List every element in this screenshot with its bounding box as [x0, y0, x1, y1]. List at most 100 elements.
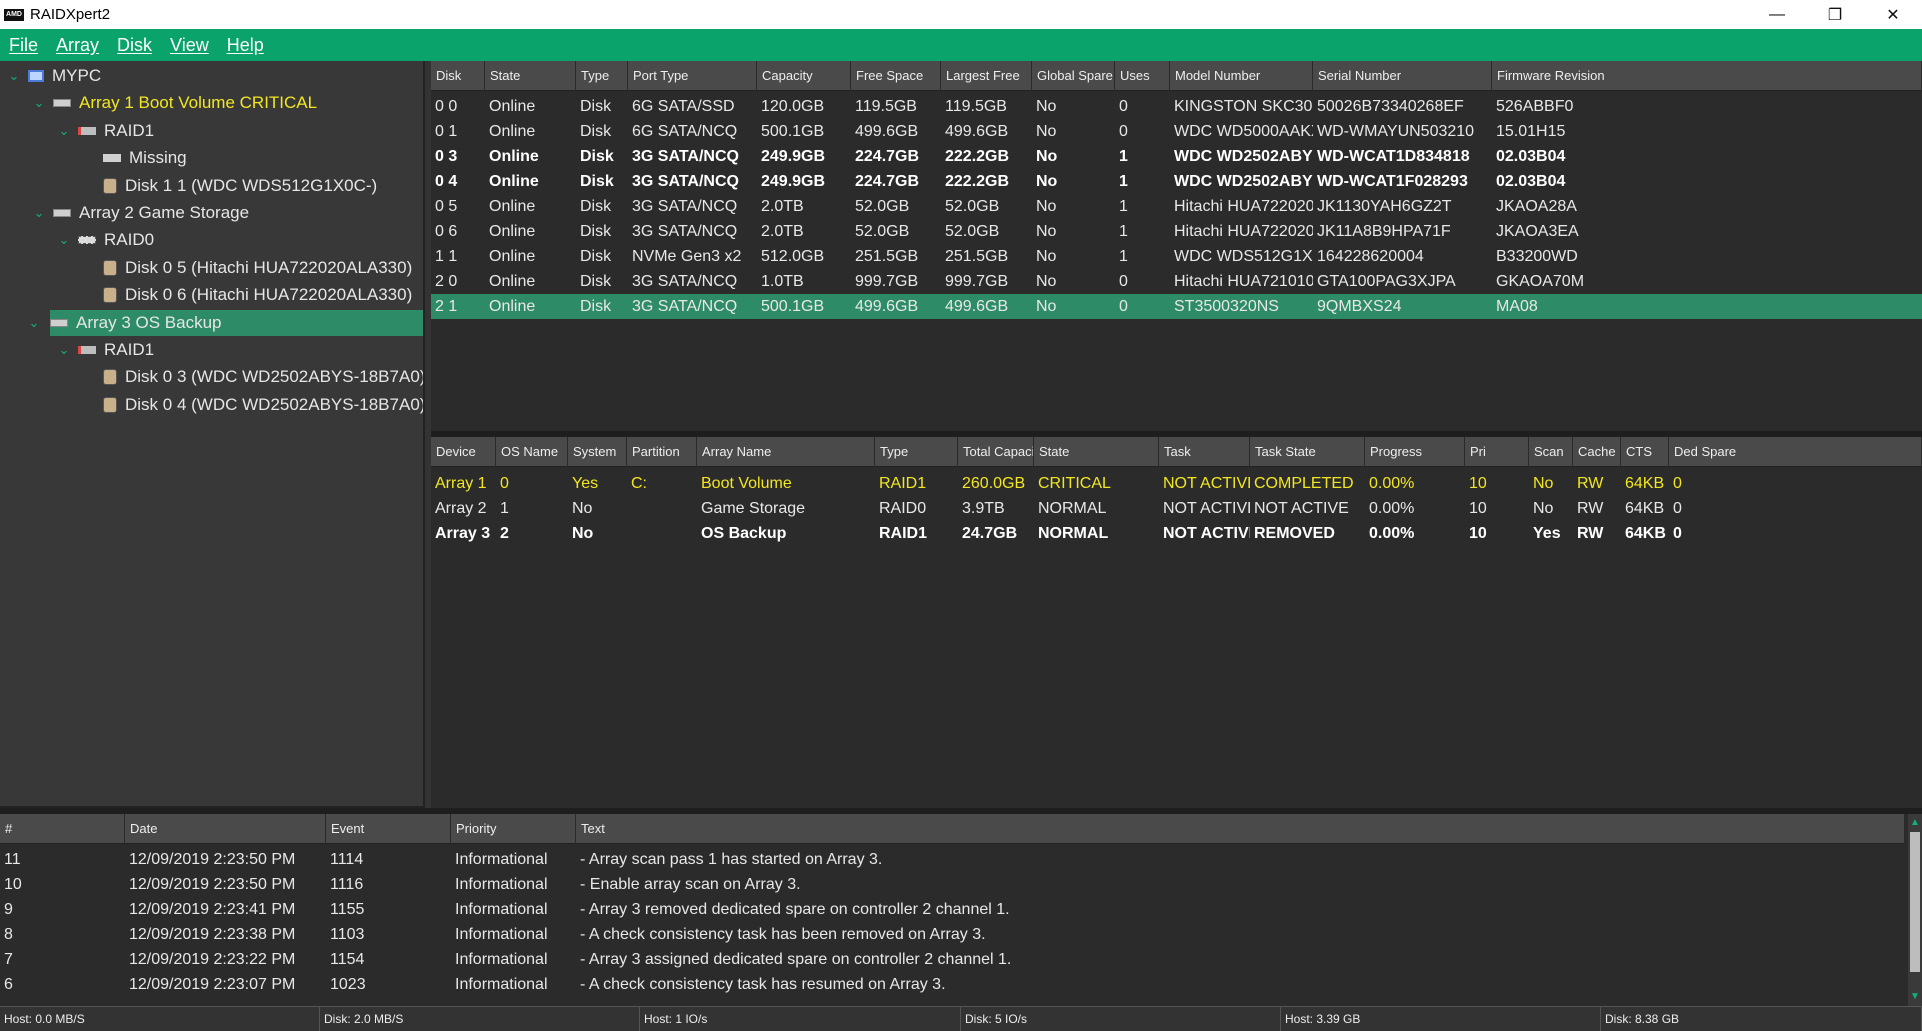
tree-item[interactable]: ⌄ RAID1 — [56, 337, 155, 363]
column-header[interactable]: Type — [875, 437, 958, 467]
table-row[interactable]: Array 2 1 No Game Storage RAID0 3.9TB NORMAL NO… — [431, 496, 1922, 521]
table-row[interactable]: Array 1 0 Yes C: Boot Volume RAID1 260.0GB CRIT… — [431, 471, 1922, 496]
tree-item[interactable]: ⌄ RAID1 — [56, 118, 155, 144]
table-cell: - Array 3 assigned dedicated spare on co… — [580, 951, 1012, 968]
table-cell: KINGSTON SKC300S37A120G — [1174, 98, 1313, 115]
column-header[interactable]: Task State — [1250, 437, 1365, 467]
menu-help[interactable]: Help — [226, 34, 264, 55]
tree-item[interactable]: Disk 0 5 (Hitachi HUA722020ALA330) — [81, 255, 412, 281]
column-header[interactable]: Serial Number — [1313, 61, 1492, 91]
column-header[interactable]: Global Spare — [1032, 61, 1115, 91]
scroll-up-icon[interactable]: ▲ — [1910, 817, 1920, 828]
tree-item-label: Missing — [129, 148, 187, 168]
chevron-down-icon[interactable]: ⌄ — [58, 342, 70, 357]
column-header[interactable]: State — [1034, 437, 1159, 467]
list-item[interactable]: 9 12/09/2019 2:23:41 PM 1155 Informational -… — [0, 897, 1922, 922]
column-header[interactable]: Capacity — [757, 61, 851, 91]
list-item[interactable]: 8 12/09/2019 2:23:38 PM 1103 Informational -… — [0, 922, 1922, 947]
menu-file[interactable]: File — [9, 34, 39, 55]
restore-button[interactable]: ❐ — [1827, 6, 1843, 24]
tree-item[interactable]: ⌄ Array 3 OS Backup — [29, 309, 423, 336]
table-cell: Hitachi HUA722020ALA330 — [1174, 223, 1313, 240]
tree-item[interactable]: ⌄ MYPC — [6, 63, 102, 89]
column-header[interactable]: Free Space — [851, 61, 941, 91]
table-cell: JKAOA3EA — [1496, 223, 1579, 240]
table-cell: NOT ACTIVE — [1163, 500, 1250, 517]
table-row[interactable]: 0 1 Online Disk 6G SATA/NCQ 500.1GB 499.6GB 49… — [431, 119, 1922, 144]
menu-array[interactable]: Array — [56, 34, 100, 55]
splitter[interactable] — [0, 808, 1922, 814]
column-header[interactable]: Progress — [1365, 437, 1465, 467]
table-row[interactable]: 1 1 Online Disk NVMe Gen3 x2 512.0GB 251.5GB 2… — [431, 244, 1922, 269]
minimize-button[interactable]: — — [1769, 5, 1785, 23]
chevron-down-icon[interactable]: ⌄ — [33, 205, 45, 220]
column-header[interactable]: System — [568, 437, 627, 467]
tree-item[interactable]: ⌄ Array 1 Boot Volume CRITICAL — [31, 90, 318, 116]
tree-item[interactable]: Disk 0 3 (WDC WD2502ABYS-18B7A0) — [81, 364, 423, 390]
table-cell: Yes — [572, 475, 599, 492]
column-header[interactable]: Port Type — [628, 61, 757, 91]
device-tree[interactable]: ⌄ MYPC ⌄ Array 1 Boot Volume CRITICAL ⌄ RAID1… — [0, 61, 425, 808]
tree-item[interactable]: ⌄ Array 2 Game Storage — [31, 200, 250, 226]
column-header[interactable]: Event — [326, 814, 451, 844]
column-header[interactable]: Cache — [1573, 437, 1621, 467]
column-header[interactable]: Model Number — [1170, 61, 1313, 91]
list-item[interactable]: 7 12/09/2019 2:23:22 PM 1154 Informational -… — [0, 947, 1922, 972]
table-cell: - Enable array scan on Array 3. — [580, 876, 801, 893]
table-row[interactable]: 0 5 Online Disk 3G SATA/NCQ 2.0TB 52.0GB 52.0G… — [431, 194, 1922, 219]
table-cell: 224.7GB — [855, 148, 920, 165]
table-row[interactable]: 0 3 Online Disk 3G SATA/NCQ 249.9GB 224.7GB 22… — [431, 144, 1922, 169]
tree-item[interactable]: Disk 0 4 (WDC WD2502ABYS-18B7A0) — [81, 392, 423, 418]
table-row[interactable]: 0 6 Online Disk 3G SATA/NCQ 2.0TB 52.0GB 52.0G… — [431, 219, 1922, 244]
list-item[interactable]: 6 12/09/2019 2:23:07 PM 1023 Informational -… — [0, 972, 1922, 997]
column-header[interactable]: Largest Free — [941, 61, 1032, 91]
chevron-down-icon[interactable]: ⌄ — [58, 232, 70, 248]
column-header[interactable]: CTS — [1621, 437, 1669, 467]
table-row[interactable]: 2 1 Online Disk 3G SATA/NCQ 500.1GB 499.6GB 49… — [431, 294, 1922, 319]
column-header[interactable]: Text — [576, 814, 1905, 844]
column-header[interactable]: Partition — [627, 437, 697, 467]
column-header[interactable]: OS Name — [496, 437, 568, 467]
column-header[interactable]: Type — [576, 61, 628, 91]
chevron-down-icon[interactable]: ⌄ — [58, 122, 70, 138]
table-row[interactable]: 0 0 Online Disk 6G SATA/SSD 120.0GB 119.5GB 11… — [431, 94, 1922, 119]
chevron-down-icon[interactable]: ⌄ — [8, 68, 20, 83]
status-bar: Host: 0.0 MB/S Disk: 2.0 MB/S Host: 1 IO/s… — [0, 1006, 1922, 1031]
tree-item[interactable]: ⌄ RAID0 — [56, 227, 155, 253]
scroll-down-icon[interactable]: ▼ — [1910, 991, 1920, 1002]
table-cell: 1155 — [330, 901, 365, 918]
table-cell: WDC WD2502ABYS-18B7A0 — [1174, 148, 1313, 165]
list-item[interactable]: 10 12/09/2019 2:23:50 PM 1116 Informational… — [0, 872, 1922, 897]
table-cell: No — [1036, 248, 1057, 265]
column-header[interactable]: Disk — [431, 61, 485, 91]
column-header[interactable]: Scan — [1529, 437, 1573, 467]
table-row[interactable]: Array 3 2 No OS Backup RAID1 24.7GB NORMAL NOT … — [431, 521, 1922, 546]
splitter[interactable] — [431, 431, 1922, 437]
menu-disk[interactable]: Disk — [117, 34, 153, 55]
column-header[interactable]: Pri — [1465, 437, 1529, 467]
chevron-down-icon[interactable]: ⌄ — [28, 314, 40, 330]
column-header[interactable]: Priority — [451, 814, 576, 844]
column-header[interactable]: Uses — [1115, 61, 1170, 91]
close-button[interactable]: ✕ — [1886, 6, 1900, 24]
scroll-thumb[interactable] — [1910, 832, 1920, 972]
column-header[interactable]: Firmware Revision — [1492, 61, 1922, 91]
event-log-scrollbar[interactable]: ▲ ▼ — [1908, 814, 1922, 1006]
column-header[interactable]: Device — [431, 437, 496, 467]
tree-item[interactable]: Missing — [81, 145, 187, 171]
tree-item[interactable]: Disk 0 6 (Hitachi HUA722020ALA330) — [81, 282, 412, 308]
tree-item[interactable]: Disk 1 1 (WDC WDS512G1X0C-) — [81, 173, 377, 199]
column-header[interactable]: Total Capacity — [958, 437, 1034, 467]
table-row[interactable]: 2 0 Online Disk 3G SATA/NCQ 1.0TB 999.7GB 999.… — [431, 269, 1922, 294]
column-header[interactable]: Array Name — [697, 437, 875, 467]
chevron-down-icon[interactable]: ⌄ — [33, 95, 45, 111]
column-header[interactable]: # — [0, 814, 125, 844]
column-header[interactable]: State — [485, 61, 576, 91]
column-header[interactable]: Date — [125, 814, 326, 844]
table-row[interactable]: 0 4 Online Disk 3G SATA/NCQ 249.9GB 224.7GB 22… — [431, 169, 1922, 194]
menu-view[interactable]: View — [170, 34, 209, 55]
column-header[interactable]: Task — [1159, 437, 1250, 467]
list-item[interactable]: 11 12/09/2019 2:23:50 PM 1114 Informational… — [0, 847, 1922, 872]
table-cell: 1 — [1119, 148, 1128, 165]
column-header[interactable]: Ded Spare — [1669, 437, 1922, 467]
